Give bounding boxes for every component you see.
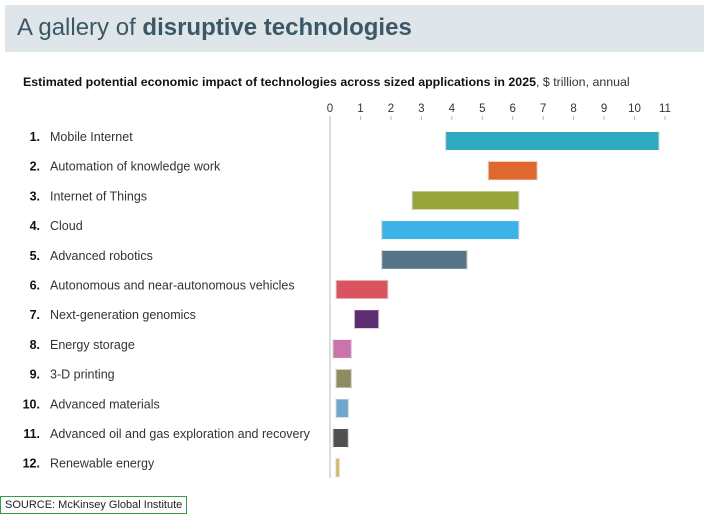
category-rank-10: 10. <box>23 397 40 411</box>
page-title: A gallery of disruptive technologies <box>17 14 412 42</box>
chart-subtitle-main: Estimated potential economic impact of t… <box>23 75 536 89</box>
bar-2 <box>488 161 538 180</box>
category-label-5: Advanced robotics <box>50 249 153 263</box>
category-label-1: Mobile Internet <box>50 130 133 144</box>
x-tick-label-0: 0 <box>327 103 333 115</box>
category-rank-5: 5. <box>30 249 40 263</box>
category-label-9: 3-D printing <box>50 368 115 382</box>
x-tick-label-3: 3 <box>418 103 424 115</box>
bar-9 <box>336 369 352 388</box>
category-rank-12: 12. <box>23 457 40 471</box>
category-rank-2: 2. <box>30 160 40 174</box>
x-tick-label-2: 2 <box>388 103 394 115</box>
chart-subtitle: Estimated potential economic impact of t… <box>23 75 630 89</box>
bar-6 <box>336 280 388 299</box>
bar-10 <box>336 399 349 418</box>
bar-3 <box>412 191 519 210</box>
bar-1 <box>445 132 659 150</box>
bar-5 <box>381 250 468 269</box>
x-tick-label-1: 1 <box>357 103 363 115</box>
category-label-12: Renewable energy <box>50 457 155 471</box>
x-tick-label-5: 5 <box>479 103 485 115</box>
category-label-2: Automation of knowledge work <box>50 160 221 174</box>
x-tick-label-4: 4 <box>449 103 456 115</box>
x-tick-label-7: 7 <box>540 103 546 115</box>
x-tick-label-9: 9 <box>601 103 607 115</box>
category-label-10: Advanced materials <box>50 397 160 411</box>
category-label-3: Internet of Things <box>50 189 147 203</box>
bar-7 <box>354 310 379 329</box>
category-label-7: Next-generation genomics <box>50 308 196 322</box>
page-title-bold: disruptive technologies <box>142 14 412 41</box>
category-label-4: Cloud <box>50 219 83 233</box>
category-rank-1: 1. <box>30 130 40 144</box>
x-tick-label-8: 8 <box>570 103 576 115</box>
x-tick-label-10: 10 <box>628 103 641 115</box>
x-tick-label-6: 6 <box>510 103 516 115</box>
category-rank-11: 11. <box>23 427 40 441</box>
category-label-8: Energy storage <box>50 338 135 352</box>
category-rank-3: 3. <box>30 189 40 203</box>
category-rank-8: 8. <box>30 338 40 352</box>
category-rank-6: 6. <box>30 279 40 293</box>
category-rank-4: 4. <box>30 219 40 233</box>
bar-8 <box>333 339 352 358</box>
bar-11 <box>333 429 349 447</box>
bar-4 <box>381 221 519 240</box>
bar-12 <box>336 458 340 477</box>
category-rank-7: 7. <box>30 308 40 322</box>
chart-subtitle-unit: , $ trillion, annual <box>535 75 630 89</box>
source-note: SOURCE: McKinsey Global Institute <box>0 496 188 514</box>
page-title-prefix: A gallery of <box>17 14 143 41</box>
category-label-11: Advanced oil and gas exploration and rec… <box>50 427 311 441</box>
category-label-6: Autonomous and near-autonomous vehicles <box>50 279 295 293</box>
x-tick-label-11: 11 <box>659 103 671 115</box>
category-rank-9: 9. <box>30 368 40 382</box>
title-banner: A gallery of disruptive technologies <box>5 5 704 52</box>
